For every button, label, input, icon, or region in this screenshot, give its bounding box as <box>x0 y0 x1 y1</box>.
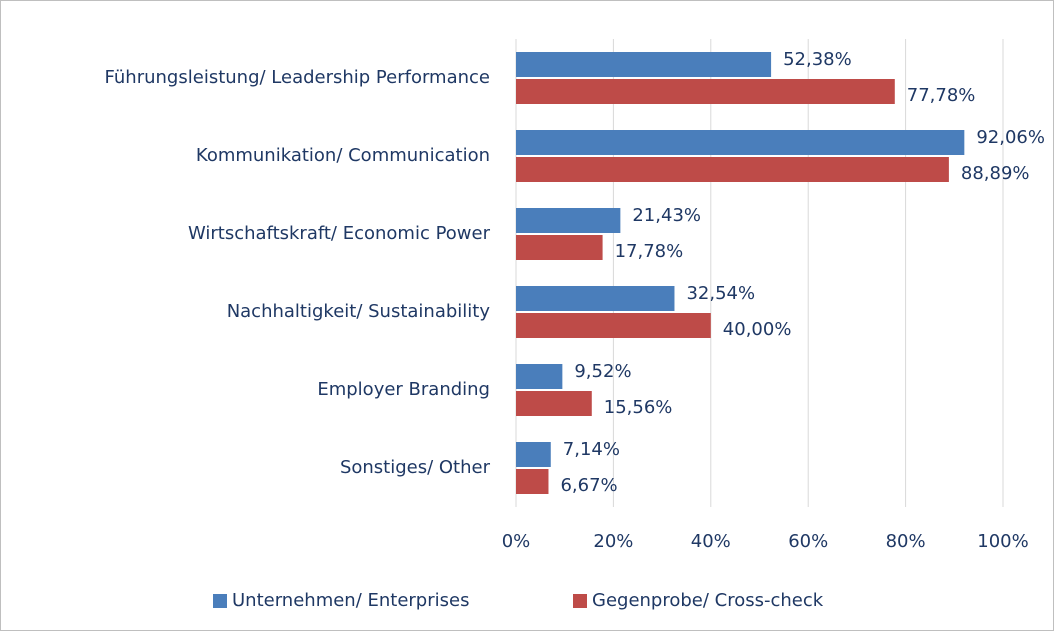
data-label: 52,38% <box>783 49 852 70</box>
legend-swatch <box>213 594 227 608</box>
bar <box>516 235 603 260</box>
x-tick-label: 20% <box>593 531 633 552</box>
x-tick-label: 80% <box>886 531 926 552</box>
y-tick-label: Führungsleistung/ Leadership Performance <box>105 67 490 88</box>
bar <box>516 364 563 389</box>
y-tick-label: Nachhaltigkeit/ Sustainability <box>227 301 491 322</box>
bar <box>516 313 711 338</box>
data-label: 9,52% <box>574 361 631 382</box>
y-tick-label: Wirtschaftskraft/ Economic Power <box>188 223 491 244</box>
data-label: 21,43% <box>632 205 701 226</box>
data-label: 77,78% <box>907 85 976 106</box>
x-tick-label: 0% <box>502 531 531 552</box>
x-tick-label: 60% <box>788 531 828 552</box>
bar <box>516 286 675 311</box>
bar <box>516 469 549 494</box>
legend-swatch <box>573 594 587 608</box>
data-label: 32,54% <box>686 283 755 304</box>
bar <box>516 157 949 182</box>
x-tick-label: 40% <box>691 531 731 552</box>
bar <box>516 130 965 155</box>
y-tick-label: Employer Branding <box>317 379 490 400</box>
bar <box>516 79 895 104</box>
y-tick-label: Sonstiges/ Other <box>340 457 491 478</box>
data-label: 40,00% <box>723 319 792 340</box>
data-label: 15,56% <box>604 397 673 418</box>
bar <box>516 52 772 77</box>
bar <box>516 442 551 467</box>
data-label: 88,89% <box>961 163 1030 184</box>
bar <box>516 208 621 233</box>
bar <box>516 391 592 416</box>
data-label: 17,78% <box>615 241 684 262</box>
data-label: 6,67% <box>560 475 617 496</box>
y-tick-label: Kommunikation/ Communication <box>196 145 490 166</box>
legend-label: Gegenprobe/ Cross-check <box>592 590 824 611</box>
data-label: 92,06% <box>976 127 1045 148</box>
legend-label: Unternehmen/ Enterprises <box>232 590 469 611</box>
x-tick-label: 100% <box>977 531 1028 552</box>
data-label: 7,14% <box>563 439 620 460</box>
